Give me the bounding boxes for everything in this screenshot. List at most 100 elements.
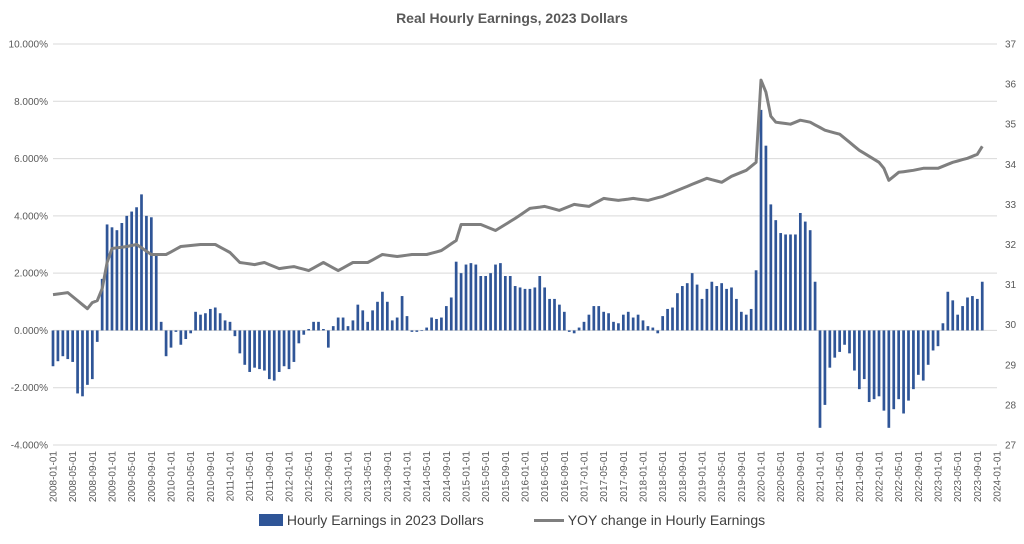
x-tick-label: 2013-05-01 — [363, 451, 374, 503]
bar — [400, 296, 404, 331]
bar — [238, 330, 242, 354]
x-tick-label: 2008-09-01 — [88, 451, 99, 503]
bar — [971, 296, 974, 331]
bar — [474, 264, 478, 331]
x-tick-label: 2023-01-01 — [934, 451, 945, 503]
bar — [931, 330, 935, 351]
x-tick-label: 2012-05-01 — [304, 451, 315, 503]
bar — [100, 278, 104, 331]
bar — [169, 330, 173, 348]
bar — [459, 273, 463, 331]
y-left-tick-label: 2.000% — [14, 269, 48, 280]
x-tick-label: 2015-05-01 — [481, 451, 492, 503]
y-right-tick-label: 30 — [1005, 320, 1017, 331]
x-tick-label: 2013-09-01 — [383, 451, 394, 503]
bar — [395, 317, 399, 331]
x-tick-label: 2014-01-01 — [403, 451, 414, 503]
bar — [872, 330, 876, 400]
bar — [140, 194, 143, 331]
bar — [154, 253, 158, 331]
x-tick-label: 2022-01-01 — [875, 451, 886, 503]
x-tick-label: 2010-05-01 — [186, 451, 197, 503]
bar — [228, 321, 232, 331]
bar — [390, 320, 394, 331]
bar — [744, 314, 748, 331]
bar — [189, 330, 193, 334]
bar — [794, 234, 797, 331]
y-left-tick-label: -4.000% — [11, 441, 48, 452]
y-left-tick-label: -2.000% — [11, 383, 48, 394]
bar — [700, 298, 704, 331]
bar — [469, 263, 473, 331]
x-tick-label: 2017-05-01 — [599, 451, 610, 503]
y-left-tick-label: 0.000% — [14, 326, 48, 337]
bar — [676, 293, 679, 331]
bar — [405, 316, 409, 331]
x-tick-label: 2009-09-01 — [147, 451, 158, 503]
bar — [562, 311, 566, 331]
bar — [159, 321, 163, 331]
bar — [764, 145, 768, 331]
bar — [749, 308, 753, 331]
x-tick-label: 2016-05-01 — [540, 451, 551, 503]
x-tick-label: 2021-05-01 — [835, 451, 846, 503]
bar — [553, 298, 556, 331]
bar — [803, 221, 807, 331]
legend-item-line: YOY change in Hourly Earnings — [533, 512, 766, 528]
x-tick-label: 2014-09-01 — [442, 451, 453, 503]
x-tick-label: 2014-05-01 — [422, 451, 433, 503]
bar — [646, 326, 650, 331]
bar — [135, 207, 138, 331]
bar — [287, 330, 291, 370]
bar — [975, 298, 979, 331]
bar — [508, 276, 512, 331]
bar — [528, 288, 532, 331]
x-tick-label: 2020-01-01 — [757, 451, 768, 503]
bar — [543, 287, 547, 331]
bar — [735, 298, 738, 331]
legend: Hourly Earnings in 2023 Dollars YOY chan… — [0, 512, 1024, 528]
x-tick-label: 2012-01-01 — [285, 451, 296, 503]
bar — [926, 330, 930, 365]
bar — [705, 288, 709, 331]
bar — [430, 317, 433, 331]
x-tick-label: 2019-01-01 — [698, 451, 709, 503]
bar — [317, 321, 320, 331]
bar — [425, 327, 429, 331]
bar — [936, 330, 940, 347]
bar — [51, 330, 55, 367]
bar — [263, 330, 266, 371]
x-tick-label: 2015-09-01 — [501, 451, 512, 503]
bar — [302, 330, 306, 335]
bar — [356, 304, 360, 331]
bar — [90, 330, 94, 380]
bar — [435, 318, 438, 331]
bar — [966, 297, 969, 331]
bar — [877, 330, 881, 397]
bar — [921, 330, 925, 381]
x-tick-label: 2020-09-01 — [796, 451, 807, 503]
bar — [376, 301, 379, 331]
bar — [582, 321, 586, 331]
bar — [420, 330, 424, 332]
bar — [661, 316, 665, 331]
bar — [607, 313, 610, 331]
legend-label-line: YOY change in Hourly Earnings — [567, 512, 766, 528]
bar — [454, 261, 458, 331]
y-right-tick-label: 33 — [1005, 200, 1017, 211]
bar — [253, 330, 256, 368]
bar — [218, 313, 222, 331]
bar — [946, 291, 950, 331]
bar — [715, 286, 719, 331]
bar — [592, 306, 596, 331]
bar — [56, 330, 60, 362]
bar — [558, 304, 561, 331]
y-right-tick-label: 27 — [1005, 441, 1017, 452]
bar — [125, 215, 129, 331]
bar — [695, 284, 699, 331]
bar — [110, 227, 114, 331]
bar — [213, 307, 217, 331]
bar — [685, 283, 689, 331]
bar — [115, 230, 119, 331]
